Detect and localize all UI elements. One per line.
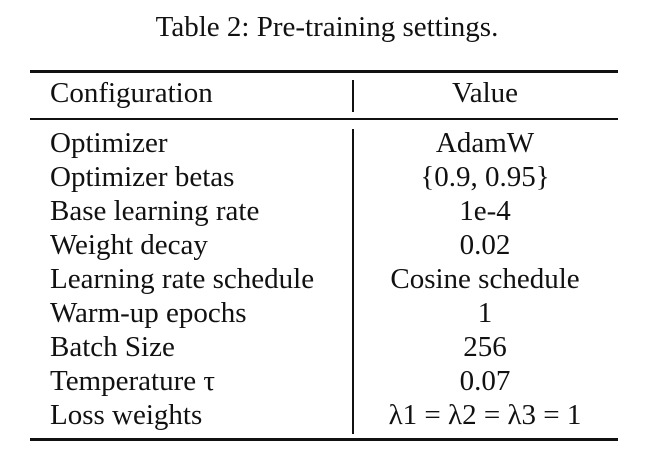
row-value-loss-weights: λ1 = λ2 = λ3 = 1 <box>388 399 582 431</box>
row-value-base-learning-rate: 1e-4 <box>459 195 511 227</box>
row-config-optimizer-betas: Optimizer betas <box>50 161 235 193</box>
table-bottom-rule <box>30 438 618 441</box>
header-column-divider <box>352 80 354 112</box>
row-value-warm-up-epochs: 1 <box>477 297 493 329</box>
row-value-learning-rate-schedule: Cosine schedule <box>390 263 580 295</box>
table-top-rule <box>30 70 618 73</box>
header-value: Value <box>451 77 519 109</box>
row-config-warm-up-epochs: Warm-up epochs <box>50 297 247 329</box>
row-config-optimizer: Optimizer <box>50 127 168 159</box>
row-config-weight-decay: Weight decay <box>50 229 208 261</box>
row-value-temperature: 0.07 <box>459 365 511 397</box>
row-config-learning-rate-schedule: Learning rate schedule <box>50 263 315 295</box>
table-header-rule <box>30 118 618 120</box>
row-config-batch-size: Batch Size <box>50 331 175 363</box>
body-column-divider <box>352 129 354 434</box>
header-configuration: Configuration <box>50 77 213 109</box>
row-config-temperature: Temperature τ <box>50 365 216 397</box>
row-value-optimizer: AdamW <box>435 127 535 159</box>
table-caption: Table 2: Pre-training settings. <box>155 11 499 43</box>
row-value-optimizer-betas: {0.9, 0.95} <box>420 161 550 193</box>
row-value-batch-size: 256 <box>463 331 507 363</box>
row-config-loss-weights: Loss weights <box>50 399 203 431</box>
row-value-weight-decay: 0.02 <box>459 229 511 261</box>
row-config-base-learning-rate: Base learning rate <box>50 195 260 227</box>
